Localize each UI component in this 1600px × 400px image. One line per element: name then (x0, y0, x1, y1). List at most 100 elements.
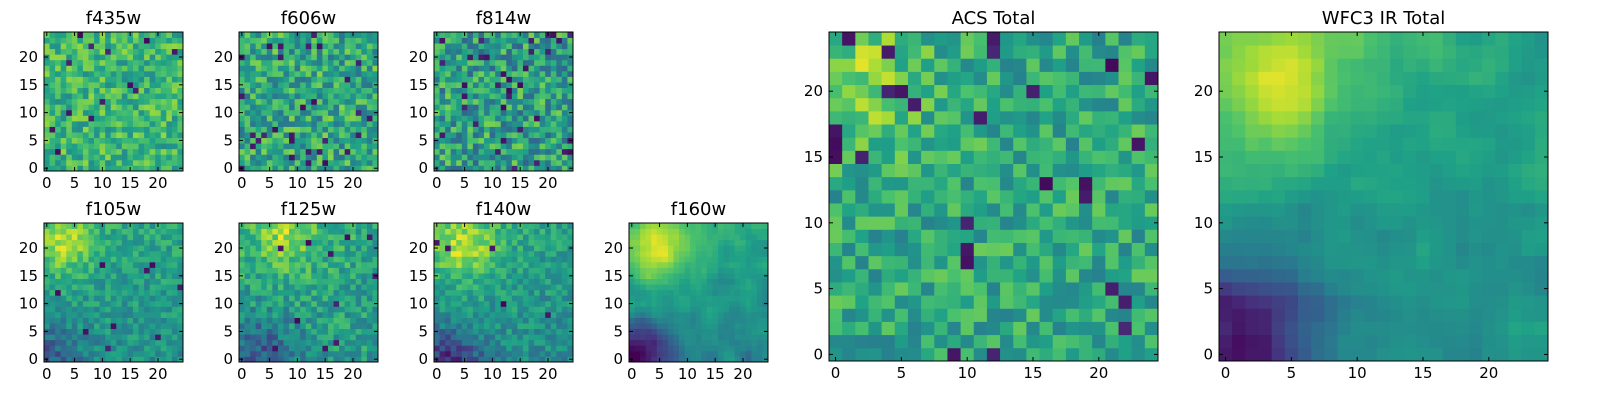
heatmap-cell (344, 295, 351, 302)
heatmap-cell (717, 250, 724, 257)
heatmap-cell (77, 32, 84, 38)
heatmap-cell (99, 70, 106, 77)
heatmap-cell (372, 32, 379, 38)
heatmap-cell (344, 126, 351, 133)
heatmap-cell (266, 143, 273, 150)
heatmap-cell (116, 273, 123, 279)
heatmap-cell (361, 256, 368, 263)
heatmap-cell (734, 267, 741, 274)
heatmap-cell (144, 32, 151, 38)
heatmap-cell (881, 216, 896, 230)
heatmap-cell (701, 339, 708, 346)
heatmap-cell (484, 115, 490, 122)
heatmap-cell (472, 323, 479, 330)
heatmap-cell (244, 48, 251, 55)
heatmap-cell (1065, 216, 1080, 230)
heatmap-cell (1118, 216, 1133, 230)
heatmap-cell (947, 203, 961, 217)
heatmap-cell (149, 289, 156, 296)
heatmap-cell (656, 261, 663, 268)
heatmap-cell (55, 339, 62, 346)
heatmap-cell (545, 234, 552, 241)
x-tick-label: 20 (538, 174, 557, 192)
heatmap-cell (105, 154, 112, 161)
heatmap-cell (144, 159, 151, 166)
heatmap-cell (277, 43, 284, 50)
heatmap-cell (250, 223, 257, 229)
heatmap-cell (239, 43, 245, 50)
heatmap-cell (740, 323, 747, 330)
heatmap-cell (695, 300, 702, 307)
heatmap-cell (679, 356, 685, 363)
heatmap-cell (517, 228, 524, 235)
heatmap-cell (907, 347, 922, 362)
heatmap-cell (305, 43, 312, 50)
heatmap-cell (82, 261, 89, 268)
heatmap-cell (339, 93, 346, 100)
heatmap-cell (105, 311, 112, 318)
heatmap-cell (138, 311, 145, 318)
heatmap-cell (239, 115, 245, 122)
heatmap-cell (66, 54, 73, 61)
heatmap-cell (511, 339, 518, 346)
heatmap-cell (656, 228, 663, 235)
heatmap-cell (171, 70, 178, 77)
heatmap-cell (1131, 255, 1146, 270)
heatmap-cell (461, 228, 468, 235)
heatmap-cell (339, 54, 346, 61)
heatmap-cell (366, 278, 373, 285)
heatmap-cell (567, 32, 574, 38)
heatmap-cell (327, 43, 334, 50)
heatmap-cell (44, 126, 50, 133)
heatmap-cell (561, 98, 568, 105)
heatmap-cell (534, 93, 541, 100)
heatmap-cell (366, 143, 373, 150)
heatmap-cell (511, 109, 518, 116)
heatmap-cell (751, 350, 758, 357)
heatmap-cell (294, 159, 301, 166)
heatmap-cell (300, 104, 307, 111)
heatmap-cell (138, 126, 145, 133)
heatmap-cell (439, 350, 446, 357)
heatmap-cell (322, 54, 329, 61)
heatmap-cell (144, 350, 151, 357)
heatmap-cell (289, 65, 295, 72)
heatmap-cell (60, 32, 67, 38)
heatmap-cell (160, 234, 167, 241)
heatmap-cell (333, 245, 340, 252)
heatmap-cell (166, 345, 173, 352)
heatmap-cell (545, 98, 552, 105)
heatmap-cell (255, 311, 262, 318)
heatmap-cell (712, 261, 719, 268)
heatmap-cell (456, 137, 463, 144)
heatmap-cell (177, 115, 184, 122)
heatmap-cell (701, 250, 708, 257)
y-tick-label: 10 (409, 104, 428, 122)
heatmap-cell (545, 37, 552, 44)
heatmap-cell (138, 256, 145, 263)
heatmap-cell (94, 228, 100, 235)
heatmap-cell (127, 87, 134, 94)
heatmap-cell (361, 323, 368, 330)
heatmap-cell (545, 126, 552, 133)
heatmap-cell (517, 137, 524, 144)
heatmap-cell (517, 289, 524, 296)
heatmap-cell (706, 228, 713, 235)
heatmap-cell (244, 339, 251, 346)
heatmap-cell (322, 43, 329, 50)
heatmap-cell (489, 345, 496, 352)
x-tick-label: 0 (42, 174, 52, 192)
heatmap-cell (283, 87, 290, 94)
heatmap-cell (517, 76, 524, 83)
heatmap-cell (171, 87, 178, 94)
heatmap-cell (550, 311, 557, 318)
heatmap-cell (244, 300, 251, 307)
heatmap-cell (311, 345, 318, 352)
heatmap-cell (489, 350, 496, 357)
heatmap-cell (528, 59, 535, 66)
heatmap-cell (316, 295, 323, 302)
heatmap-cell (484, 126, 490, 133)
heatmap-cell (762, 239, 769, 246)
heatmap-cell (500, 98, 507, 105)
heatmap-cell (534, 109, 541, 116)
